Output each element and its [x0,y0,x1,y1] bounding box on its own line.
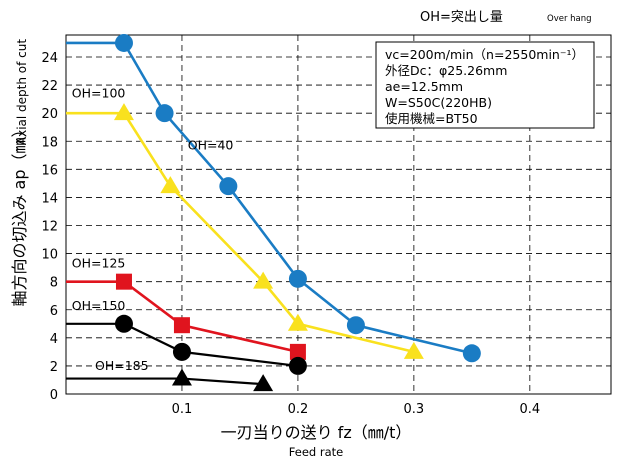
x-tick-labels: 0.1 0.2 0.3 0.4 [172,402,541,417]
data-point [171,368,192,386]
series-label: OH=185 [95,358,149,373]
data-point [173,317,190,334]
cutting-conditions-box: vc=200m/min（n=2550min⁻¹） 外径Dc：φ25.26mm a… [375,41,595,129]
series-oh-40 [66,33,481,363]
condition-workpiece: W=S50C(220HB) [385,95,492,110]
series-labels: OH=40 OH=100 OH=125 OH=150 OH=185 [72,86,234,373]
series-label: OH=100 [72,86,126,101]
series-oh-185 [66,368,274,392]
data-point [155,104,174,123]
series-line [181,377,264,386]
y-tick-label: 4 [50,332,58,347]
data-point [288,356,307,375]
y-axis-title: 軸方向の切込み ap（㎜） [10,121,29,306]
y-tick-label: 0 [50,388,58,403]
y-tick-label: 6 [50,304,58,319]
data-point [287,313,308,331]
data-point [115,273,132,290]
data-point [253,374,274,392]
condition-machine: 使用機械=BT50 [385,111,478,126]
series-oh-125 [66,273,306,360]
data-point [113,103,134,121]
data-point [114,314,133,333]
y-tick-label: 22 [41,79,58,94]
header-overhang-note: Over hang [547,14,592,24]
x-tick-label: 0.3 [404,402,425,417]
condition-diameter: 外径Dc：φ25.26mm [385,63,507,78]
series-oh-100 [66,103,424,359]
y-tick-label: 8 [50,276,58,291]
condition-cutting-speed: vc=200m/min（n=2550min⁻¹） [385,47,584,62]
data-point [346,316,365,335]
y-tick-label: 18 [41,135,58,150]
series-label: OH=40 [188,138,234,153]
y-tick-label: 14 [41,191,58,206]
header-title: OH=突出し量 [420,9,503,25]
data-point [253,271,274,289]
y-tick-label: 20 [41,107,58,122]
y-tick-label: 10 [41,248,58,263]
condition-radial-depth: ae=12.5mm [385,79,463,94]
conditions-frame [375,41,595,129]
y-axis-title-en: Axial depth of cut [15,39,29,145]
x-tick-label: 0.1 [172,402,193,417]
x-tick-label: 0.2 [288,402,309,417]
data-point [289,343,306,360]
series-oh-150 [66,314,307,375]
series-label: OH=150 [72,298,126,313]
y-tick-label: 24 [41,51,58,66]
data-point [403,341,424,359]
data-point [288,269,307,288]
data-point [219,177,238,196]
y-tick-label: 2 [50,360,58,375]
series-line [122,42,473,355]
data-point [114,33,133,52]
data-point [160,176,181,194]
x-axis-title: 一刃当りの送り fz（㎜/t） [221,423,412,442]
series-layer [66,33,481,392]
x-tick-label: 0.4 [519,402,540,417]
y-tick-label: 12 [41,220,58,235]
data-point [462,344,481,363]
y-tick-label: 16 [41,163,58,178]
series-label: OH=125 [72,256,126,271]
x-axis-title-en: Feed rate [289,445,343,459]
data-point [172,342,191,361]
